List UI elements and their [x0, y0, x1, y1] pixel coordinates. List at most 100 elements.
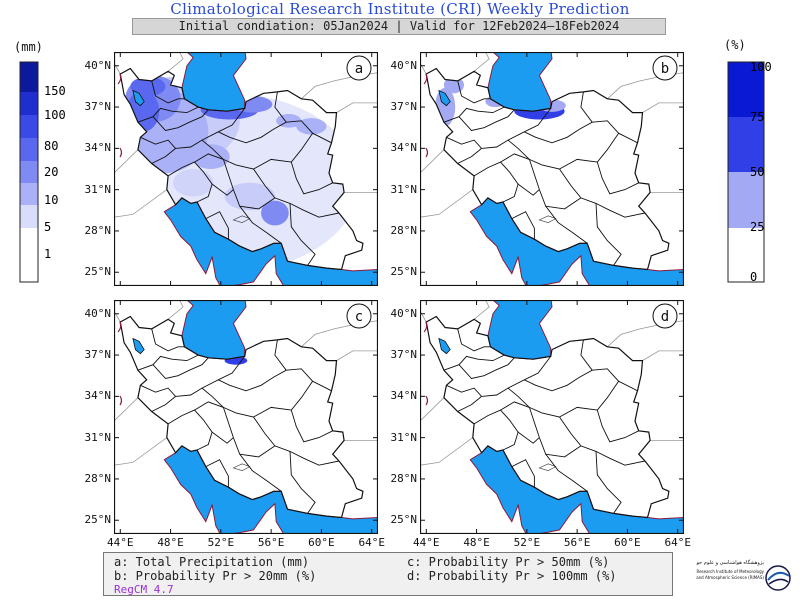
lake	[538, 215, 557, 224]
province-border	[194, 401, 340, 466]
left-colorbar: 150 100 80 20 10 5 1	[19, 61, 66, 283]
province-border	[218, 368, 332, 392]
panel-letter-circle	[346, 55, 372, 81]
panel-letter-circle	[346, 303, 372, 329]
panel-letter-circle	[652, 303, 678, 329]
left-colorbar-swatch	[20, 138, 38, 161]
province-border	[458, 109, 515, 131]
lat-label: 37°N	[390, 100, 418, 114]
iran-border	[119, 315, 364, 519]
right-colorbar-tick: 25	[750, 220, 764, 234]
lat-label: 28°N	[390, 223, 418, 237]
neighbor-border	[336, 102, 378, 113]
province-border	[201, 139, 224, 160]
right-colorbar-swatch	[728, 228, 764, 282]
left-colorbar-tick: 100	[44, 108, 66, 122]
left-colorbar-tick: 5	[44, 220, 51, 234]
lat-label: 34°N	[390, 389, 418, 403]
lat-label: 25°N	[84, 265, 112, 279]
province-border	[457, 396, 482, 412]
province-border	[524, 120, 638, 144]
province-border	[596, 132, 639, 195]
lake-urmia	[438, 89, 451, 107]
coastline-mark	[425, 395, 429, 406]
province-border	[517, 431, 540, 444]
coastline-mark	[423, 73, 428, 85]
province-border	[457, 148, 482, 164]
right-colorbar-tick: 50	[750, 165, 764, 179]
province-border	[253, 406, 292, 418]
province-border	[580, 339, 593, 371]
province-border	[595, 451, 622, 514]
province-border	[222, 407, 282, 492]
lat-label: 40°N	[390, 306, 418, 320]
right-colorbar-tick: 75	[750, 110, 764, 124]
lat-label: 37°N	[84, 100, 112, 114]
province-border	[595, 203, 622, 266]
map-panel-d: d	[420, 300, 684, 534]
precip-area	[191, 144, 230, 169]
lat-label: 40°N	[84, 58, 112, 72]
province-border	[290, 132, 333, 195]
lat-label: 31°N	[390, 182, 418, 196]
neighbor-border	[114, 397, 139, 422]
model-label: RegCM 4.7	[114, 583, 174, 596]
left-colorbar-swatch	[20, 161, 38, 183]
legend-item-d: d: Probability Pr > 100mm (%)	[407, 569, 617, 583]
province-border	[545, 197, 582, 210]
coastline-mark	[119, 147, 123, 158]
province-border	[507, 139, 530, 160]
province-border	[211, 431, 234, 444]
lon-label: 52°E	[513, 536, 541, 549]
province-border	[524, 368, 638, 392]
province-border	[137, 106, 199, 123]
province-border	[580, 91, 593, 123]
province-border	[151, 396, 176, 412]
rimas-logo-mark	[765, 565, 791, 591]
province-border	[152, 109, 209, 131]
province-border	[274, 91, 287, 123]
precip-area	[296, 118, 327, 135]
legend-box: a: Total Precipitation (mm) b: Probabili…	[103, 552, 673, 596]
province-border	[443, 106, 505, 123]
province-border	[511, 459, 535, 488]
lat-label: 37°N	[84, 348, 112, 362]
lat-label: 31°N	[84, 182, 112, 196]
left-colorbar-tick: 80	[44, 139, 58, 153]
province-border	[500, 401, 646, 466]
lake-urmia	[438, 337, 451, 355]
neighbor-border	[167, 52, 184, 72]
lat-label: 34°N	[84, 389, 112, 403]
left-colorbar-tick: 1	[44, 247, 51, 261]
neighbor-border	[114, 149, 139, 174]
coastline-mark	[117, 73, 122, 85]
province-border	[289, 451, 316, 514]
panel-letter: b	[661, 61, 669, 77]
lon-label: 44°E	[413, 536, 440, 549]
neighbor-border	[642, 102, 684, 113]
province-border	[137, 354, 199, 371]
map-panel-b: b	[420, 52, 684, 286]
left-colorbar-swatch	[20, 92, 38, 115]
iran-border	[119, 67, 364, 271]
precip-area	[173, 169, 214, 197]
lake	[232, 215, 251, 224]
lon-label: 64°E	[358, 536, 385, 549]
province-border	[151, 80, 185, 104]
province-border	[559, 406, 598, 418]
map-panel-c: c	[114, 300, 378, 534]
subtitle-box: Initial condiation: 05Jan2024 | Valid fo…	[132, 18, 666, 35]
province-border	[194, 153, 340, 218]
lat-label: 28°N	[390, 471, 418, 485]
lon-label: 60°E	[614, 536, 641, 549]
lake	[232, 463, 251, 472]
panel-letter: a	[355, 61, 363, 77]
left-colorbar-swatch	[20, 62, 38, 92]
province-border	[151, 148, 176, 164]
precip-area	[130, 76, 166, 97]
lake-urmia	[132, 89, 145, 107]
province-border	[167, 409, 213, 451]
province-border	[596, 380, 639, 443]
neighbor-border	[473, 52, 490, 72]
right-colorbar-unit: (%)	[724, 38, 746, 52]
